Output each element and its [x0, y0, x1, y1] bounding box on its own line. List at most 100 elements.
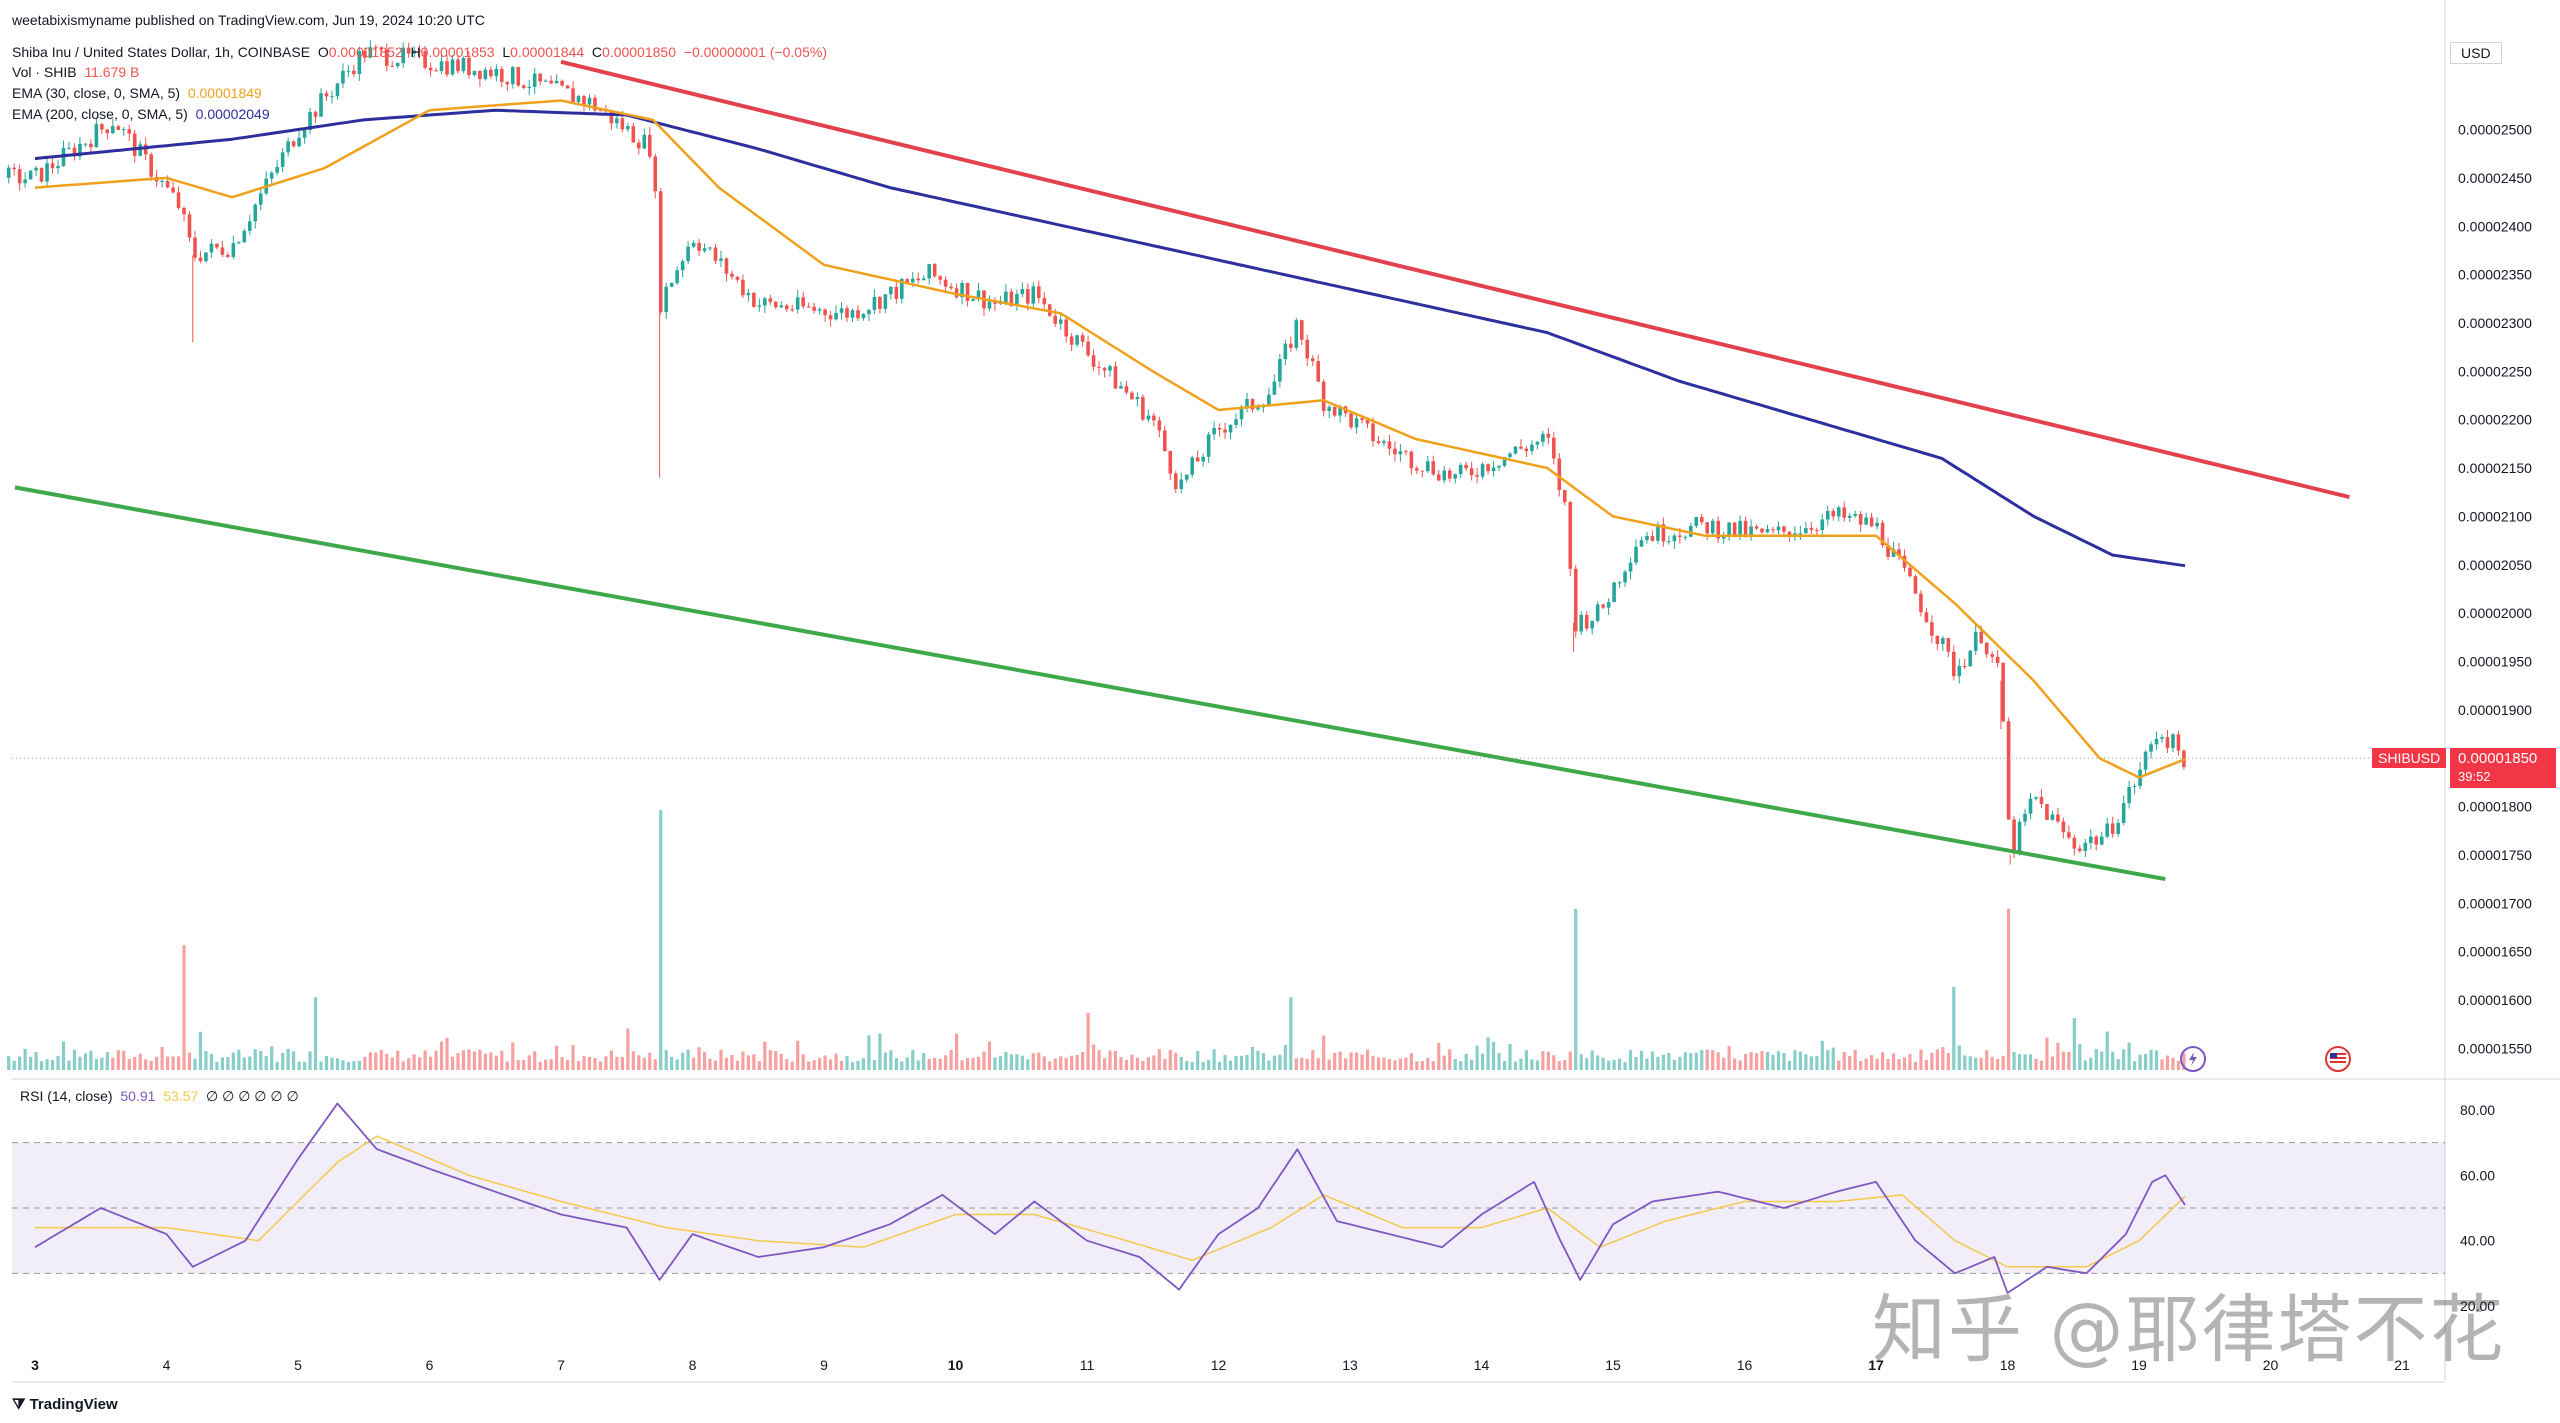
candle-body[interactable]	[943, 279, 948, 287]
candle-body[interactable]	[554, 80, 559, 84]
candle-body[interactable]	[735, 276, 740, 280]
candle-body[interactable]	[478, 70, 482, 80]
candle-body[interactable]	[1502, 456, 1507, 466]
candle-body[interactable]	[1924, 612, 1929, 623]
candle-body[interactable]	[582, 96, 586, 105]
candle-body[interactable]	[1689, 525, 1693, 537]
candle-body[interactable]	[1163, 430, 1167, 452]
candle-body[interactable]	[94, 124, 99, 148]
candle-body[interactable]	[812, 306, 816, 311]
candle-body[interactable]	[275, 166, 279, 173]
candle-body[interactable]	[2012, 819, 2016, 853]
candle-body[interactable]	[1552, 437, 1556, 459]
candle-body[interactable]	[193, 237, 197, 258]
candle-body[interactable]	[2050, 814, 2055, 820]
candle-body[interactable]	[149, 154, 153, 177]
candle-body[interactable]	[456, 59, 460, 72]
candle-body[interactable]	[1825, 510, 1830, 520]
candle-body[interactable]	[1321, 381, 1326, 411]
candle-body[interactable]	[1710, 520, 1715, 534]
candle-body[interactable]	[6, 167, 11, 178]
candle-body[interactable]	[620, 118, 625, 130]
candle-body[interactable]	[1798, 533, 1803, 535]
candle-body[interactable]	[1228, 424, 1233, 433]
candle-body[interactable]	[330, 96, 334, 98]
candle-body[interactable]	[1338, 406, 1342, 416]
candle-body[interactable]	[653, 156, 658, 192]
candle-body[interactable]	[1398, 451, 1403, 455]
candle-body[interactable]	[724, 258, 729, 274]
candle-body[interactable]	[834, 312, 838, 320]
candle-body[interactable]	[510, 67, 515, 85]
candle-body[interactable]	[1365, 419, 1370, 424]
candle-body[interactable]	[2039, 797, 2044, 804]
candle-body[interactable]	[2099, 836, 2104, 845]
candle-body[interactable]	[2121, 803, 2126, 823]
candle-body[interactable]	[1749, 526, 1753, 536]
candle-body[interactable]	[445, 61, 449, 75]
candle-body[interactable]	[1891, 549, 1896, 557]
candle-body[interactable]	[949, 286, 953, 289]
candle-body[interactable]	[1573, 568, 1578, 632]
candle-body[interactable]	[1239, 406, 1244, 420]
candle-body[interactable]	[1458, 464, 1463, 475]
candle-body[interactable]	[1628, 562, 1633, 572]
candle-body[interactable]	[839, 308, 844, 313]
candle-body[interactable]	[1804, 528, 1808, 534]
candle-body[interactable]	[779, 305, 784, 308]
candle-body[interactable]	[2154, 738, 2159, 745]
candle-body[interactable]	[790, 309, 795, 311]
candle-body[interactable]	[319, 93, 323, 117]
candle-body[interactable]	[1360, 418, 1364, 420]
candle-body[interactable]	[1020, 289, 1025, 295]
candle-body[interactable]	[138, 144, 142, 156]
candle-body[interactable]	[505, 81, 510, 85]
candle-body[interactable]	[2017, 821, 2022, 853]
candle-body[interactable]	[1130, 392, 1134, 400]
candle-body[interactable]	[1053, 315, 1058, 324]
candle-body[interactable]	[795, 297, 800, 310]
candle-body[interactable]	[637, 142, 641, 149]
candle-body[interactable]	[1141, 396, 1145, 420]
candle-body[interactable]	[368, 47, 373, 58]
candle-body[interactable]	[231, 243, 236, 257]
candle-body[interactable]	[1195, 457, 1200, 462]
candle-body[interactable]	[1420, 470, 1425, 472]
candle-body[interactable]	[1705, 522, 1710, 534]
candle-body[interactable]	[1415, 468, 1419, 471]
candle-body[interactable]	[2078, 848, 2082, 851]
candle-body[interactable]	[165, 180, 170, 188]
candle-body[interactable]	[1815, 529, 1819, 531]
candle-body[interactable]	[1442, 470, 1447, 481]
candle-body[interactable]	[2165, 737, 2170, 749]
candle-body[interactable]	[593, 97, 597, 111]
candle-body[interactable]	[1946, 638, 1951, 652]
candle-body[interactable]	[1694, 516, 1699, 526]
candle-body[interactable]	[346, 70, 351, 72]
candle-body[interactable]	[1157, 420, 1162, 431]
candle-body[interactable]	[335, 83, 340, 97]
candle-body[interactable]	[801, 297, 805, 307]
volume-legend[interactable]: Vol · SHIB 11.679 B	[12, 64, 139, 80]
candle-body[interactable]	[1426, 461, 1430, 472]
candle-body[interactable]	[1650, 535, 1655, 541]
candle-body[interactable]	[784, 305, 789, 310]
candle-body[interactable]	[2160, 737, 2164, 739]
candle-body[interactable]	[291, 141, 296, 147]
candle-body[interactable]	[1299, 320, 1304, 340]
candle-body[interactable]	[401, 47, 405, 64]
candle-body[interactable]	[889, 286, 893, 295]
candle-body[interactable]	[1464, 464, 1468, 469]
candle-body[interactable]	[1294, 320, 1299, 348]
candle-body[interactable]	[708, 247, 712, 249]
candle-body[interactable]	[1393, 448, 1397, 455]
candle-body[interactable]	[1212, 427, 1216, 435]
candle-body[interactable]	[1754, 526, 1759, 529]
candle-body[interactable]	[1475, 475, 1479, 477]
candle-body[interactable]	[390, 65, 395, 67]
candle-body[interactable]	[374, 47, 378, 49]
candle-body[interactable]	[1645, 535, 1649, 541]
candle-body[interactable]	[2056, 814, 2060, 822]
candle-body[interactable]	[2045, 803, 2049, 820]
candle-body[interactable]	[34, 167, 38, 171]
